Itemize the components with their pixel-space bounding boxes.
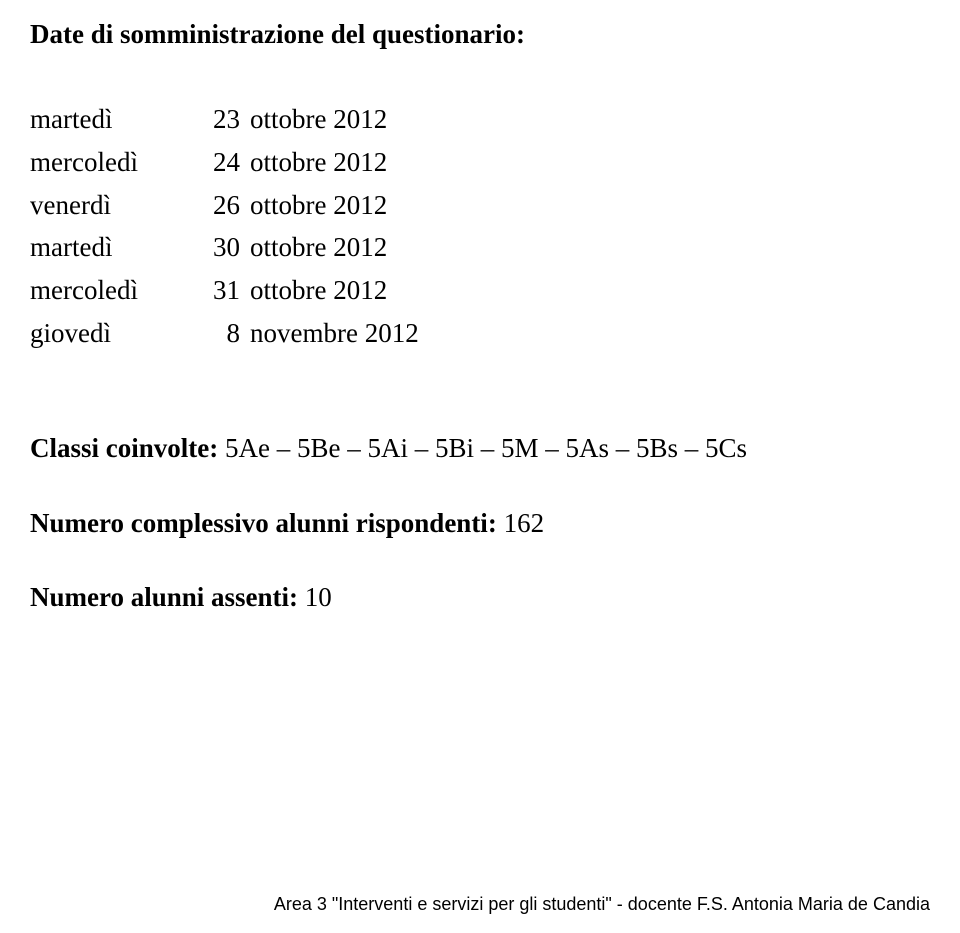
date-row: mercoledì 31 ottobre 2012 (30, 269, 930, 312)
classi-value: 5Ae – 5Be – 5Ai – 5Bi – 5M – 5As – 5Bs –… (218, 433, 747, 463)
date-day: 24 (205, 141, 250, 184)
rispondenti-label: Numero complessivo alunni rispondenti: (30, 508, 497, 538)
heading: Date di somministrazione del questionari… (30, 18, 930, 50)
classi-label: Classi coinvolte: (30, 433, 218, 463)
date-weekday: giovedì (30, 312, 205, 355)
date-weekday: martedì (30, 98, 205, 141)
date-list: martedì 23 ottobre 2012 mercoledì 24 ott… (30, 98, 930, 354)
date-row: venerdì 26 ottobre 2012 (30, 184, 930, 227)
rispondenti-line: Numero complessivo alunni rispondenti: 1… (30, 507, 930, 539)
date-row: mercoledì 24 ottobre 2012 (30, 141, 930, 184)
assenti-value: 10 (298, 582, 332, 612)
date-weekday: venerdì (30, 184, 205, 227)
date-row: martedì 23 ottobre 2012 (30, 98, 930, 141)
date-weekday: mercoledì (30, 269, 205, 312)
date-rest: novembre 2012 (250, 312, 419, 355)
date-weekday: mercoledì (30, 141, 205, 184)
classi-line: Classi coinvolte: 5Ae – 5Be – 5Ai – 5Bi … (30, 432, 930, 464)
date-weekday: martedì (30, 226, 205, 269)
date-row: giovedì 8 novembre 2012 (30, 312, 930, 355)
date-rest: ottobre 2012 (250, 184, 387, 227)
assenti-label: Numero alunni assenti: (30, 582, 298, 612)
date-rest: ottobre 2012 (250, 98, 387, 141)
date-day: 26 (205, 184, 250, 227)
date-row: martedì 30 ottobre 2012 (30, 226, 930, 269)
footer-text: Area 3 "Interventi e servizi per gli stu… (274, 894, 930, 915)
date-day: 30 (205, 226, 250, 269)
date-rest: ottobre 2012 (250, 226, 387, 269)
page: Date di somministrazione del questionari… (0, 0, 960, 933)
rispondenti-value: 162 (497, 508, 544, 538)
date-rest: ottobre 2012 (250, 269, 387, 312)
assenti-line: Numero alunni assenti: 10 (30, 581, 930, 613)
date-day: 8 (205, 312, 250, 355)
date-rest: ottobre 2012 (250, 141, 387, 184)
date-day: 31 (205, 269, 250, 312)
date-day: 23 (205, 98, 250, 141)
